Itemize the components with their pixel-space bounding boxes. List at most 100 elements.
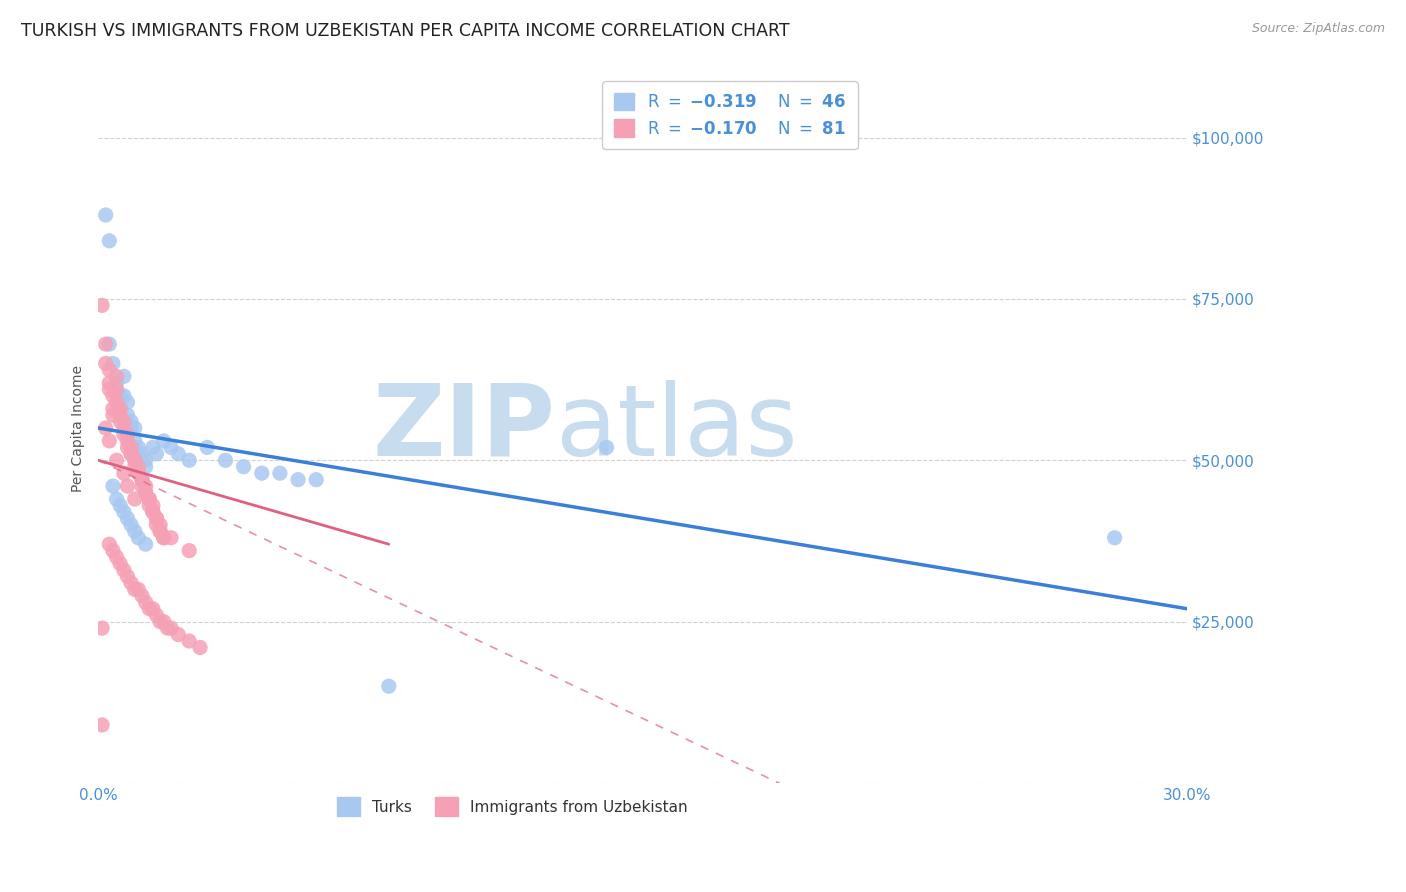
Point bbox=[149, 524, 172, 539]
Point bbox=[214, 453, 236, 467]
Point bbox=[156, 621, 179, 635]
Point bbox=[120, 447, 142, 461]
Text: ZIP: ZIP bbox=[373, 379, 555, 476]
Point bbox=[145, 517, 167, 532]
Point bbox=[135, 453, 157, 467]
Point bbox=[287, 473, 309, 487]
Point bbox=[120, 421, 142, 435]
Point bbox=[101, 479, 124, 493]
Point bbox=[124, 421, 146, 435]
Point bbox=[108, 415, 131, 429]
Point bbox=[145, 608, 167, 623]
Point bbox=[127, 466, 149, 480]
Point bbox=[135, 595, 157, 609]
Point bbox=[131, 473, 153, 487]
Point bbox=[112, 466, 135, 480]
Point bbox=[105, 369, 128, 384]
Point bbox=[108, 401, 131, 416]
Point bbox=[305, 473, 328, 487]
Point bbox=[101, 356, 124, 370]
Point bbox=[142, 441, 165, 455]
Point bbox=[117, 479, 139, 493]
Point bbox=[112, 563, 135, 577]
Point bbox=[152, 531, 174, 545]
Point bbox=[149, 524, 172, 539]
Point bbox=[145, 447, 167, 461]
Point bbox=[117, 569, 139, 583]
Point bbox=[98, 363, 121, 377]
Point bbox=[98, 376, 121, 390]
Point bbox=[105, 376, 128, 390]
Point bbox=[120, 441, 142, 455]
Text: TURKISH VS IMMIGRANTS FROM UZBEKISTAN PER CAPITA INCOME CORRELATION CHART: TURKISH VS IMMIGRANTS FROM UZBEKISTAN PE… bbox=[21, 22, 790, 40]
Point bbox=[127, 582, 149, 597]
Point bbox=[127, 447, 149, 461]
Point bbox=[117, 441, 139, 455]
Point bbox=[152, 615, 174, 629]
Point bbox=[160, 621, 183, 635]
Point bbox=[124, 453, 146, 467]
Point bbox=[152, 434, 174, 448]
Point bbox=[142, 601, 165, 615]
Legend: Turks, Immigrants from Uzbekistan: Turks, Immigrants from Uzbekistan bbox=[328, 789, 697, 825]
Point bbox=[131, 473, 153, 487]
Point bbox=[94, 421, 117, 435]
Point bbox=[108, 499, 131, 513]
Point bbox=[124, 582, 146, 597]
Point bbox=[120, 415, 142, 429]
Point bbox=[120, 517, 142, 532]
Point bbox=[101, 401, 124, 416]
Point bbox=[105, 550, 128, 565]
Point bbox=[142, 505, 165, 519]
Point bbox=[127, 459, 149, 474]
Point bbox=[124, 434, 146, 448]
Point bbox=[127, 531, 149, 545]
Point bbox=[124, 524, 146, 539]
Point bbox=[101, 408, 124, 422]
Point bbox=[94, 337, 117, 351]
Point bbox=[112, 505, 135, 519]
Point bbox=[142, 499, 165, 513]
Point bbox=[135, 459, 157, 474]
Point bbox=[149, 615, 172, 629]
Point bbox=[179, 634, 201, 648]
Text: Source: ZipAtlas.com: Source: ZipAtlas.com bbox=[1251, 22, 1385, 36]
Point bbox=[117, 434, 139, 448]
Point bbox=[108, 408, 131, 422]
Point bbox=[124, 453, 146, 467]
Point bbox=[124, 491, 146, 506]
Point bbox=[98, 434, 121, 448]
Point bbox=[94, 208, 117, 222]
Point bbox=[127, 466, 149, 480]
Point bbox=[160, 441, 183, 455]
Point bbox=[112, 369, 135, 384]
Point bbox=[149, 517, 172, 532]
Point bbox=[145, 511, 167, 525]
Point bbox=[120, 576, 142, 591]
Point bbox=[1104, 531, 1126, 545]
Point bbox=[188, 640, 211, 655]
Y-axis label: Per Capita Income: Per Capita Income bbox=[72, 365, 86, 491]
Point bbox=[135, 537, 157, 551]
Point bbox=[117, 511, 139, 525]
Point bbox=[167, 447, 190, 461]
Point bbox=[269, 466, 291, 480]
Point bbox=[595, 441, 617, 455]
Point bbox=[138, 491, 160, 506]
Point bbox=[179, 543, 201, 558]
Point bbox=[91, 298, 114, 312]
Point bbox=[142, 505, 165, 519]
Point bbox=[250, 466, 273, 480]
Point bbox=[124, 459, 146, 474]
Point bbox=[378, 679, 401, 693]
Point bbox=[131, 453, 153, 467]
Point bbox=[135, 479, 157, 493]
Point bbox=[108, 389, 131, 403]
Text: atlas: atlas bbox=[555, 379, 797, 476]
Point bbox=[117, 395, 139, 409]
Point bbox=[145, 511, 167, 525]
Point bbox=[120, 447, 142, 461]
Point bbox=[135, 485, 157, 500]
Point bbox=[131, 589, 153, 603]
Point bbox=[105, 453, 128, 467]
